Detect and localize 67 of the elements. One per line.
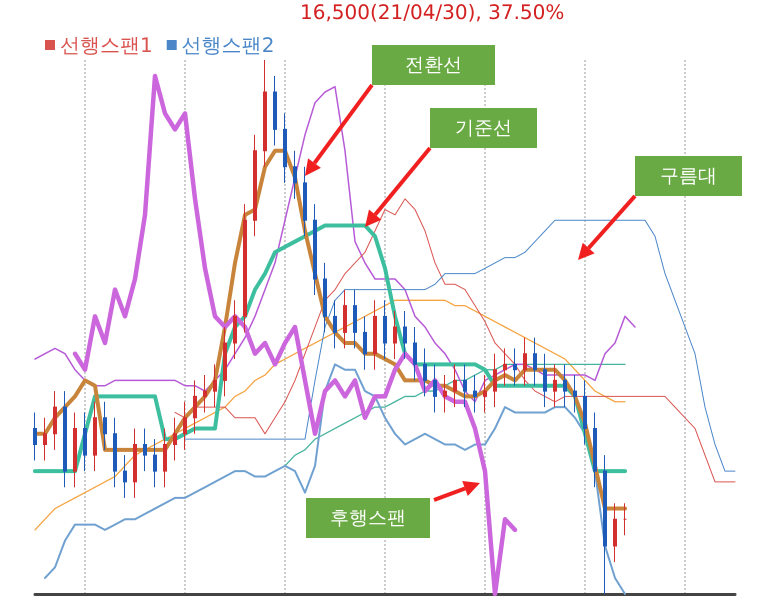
candlestick: [363, 316, 367, 370]
candlestick: [213, 364, 217, 408]
candlestick: [53, 390, 57, 450]
candlestick: [453, 364, 457, 408]
candlestick: [343, 289, 347, 349]
candlestick: [103, 401, 107, 450]
candlestick: [383, 300, 387, 360]
legend-label: 선행스팬1: [60, 33, 153, 57]
candlestick: [523, 337, 527, 386]
candlestick: [83, 412, 87, 472]
candlestick: [233, 300, 237, 360]
candlestick: [353, 289, 357, 349]
legend-label: 선행스팬2: [182, 33, 274, 57]
candlestick: [113, 417, 117, 488]
candlestick: [563, 364, 567, 408]
candlestick: [493, 353, 497, 408]
candlestick: [173, 417, 177, 461]
candlestick: [223, 326, 227, 397]
candlestick: [543, 353, 547, 408]
candlestick: [273, 76, 277, 146]
candlestick: [483, 374, 487, 413]
candlestick: [143, 428, 147, 472]
candlestick: [63, 390, 67, 488]
callout-box: 구름대: [635, 156, 742, 196]
candlestick: [533, 337, 537, 386]
callout-box: 기준선: [430, 108, 537, 148]
candlestick: [153, 438, 157, 488]
candlestick: [193, 380, 197, 434]
callout-box: 전환선: [372, 45, 495, 85]
candlestick: [593, 412, 597, 488]
candlestick: [243, 204, 247, 333]
callout-box: 후행스팬: [306, 498, 430, 538]
candlestick: [93, 401, 97, 472]
candlestick: [513, 348, 517, 386]
candlestick: [443, 374, 447, 413]
candlestick: [183, 401, 187, 450]
candlestick: [33, 412, 37, 461]
candlestick: [133, 428, 137, 498]
candlestick: [253, 134, 257, 237]
candlestick: [323, 262, 327, 333]
candlestick: [373, 300, 377, 370]
candlestick: [433, 364, 437, 413]
candlestick: [393, 310, 397, 360]
candlestick: [73, 412, 77, 488]
candlestick: [413, 326, 417, 381]
candlestick: [263, 60, 267, 168]
candlestick: [203, 374, 207, 413]
candlestick: [473, 374, 477, 413]
candlestick: [303, 166, 307, 237]
candlestick: [583, 380, 587, 445]
candlestick: [623, 502, 627, 536]
candlestick: [313, 204, 317, 296]
candlestick: [503, 348, 507, 386]
candlestick: [43, 417, 47, 461]
candlestick: [613, 502, 617, 562]
candlestick: [463, 364, 467, 408]
text: 16,500(21/04/30), 37.50%: [300, 0, 564, 24]
candlestick: [333, 300, 337, 349]
candlestick: [403, 310, 407, 360]
candlestick: [293, 150, 297, 200]
candlestick: [573, 374, 577, 413]
candlestick: [283, 112, 287, 184]
candlestick: [603, 454, 607, 594]
candlestick: [553, 364, 557, 408]
candlestick: [123, 454, 127, 498]
candlestick: [163, 428, 167, 488]
candlestick: [423, 348, 427, 397]
